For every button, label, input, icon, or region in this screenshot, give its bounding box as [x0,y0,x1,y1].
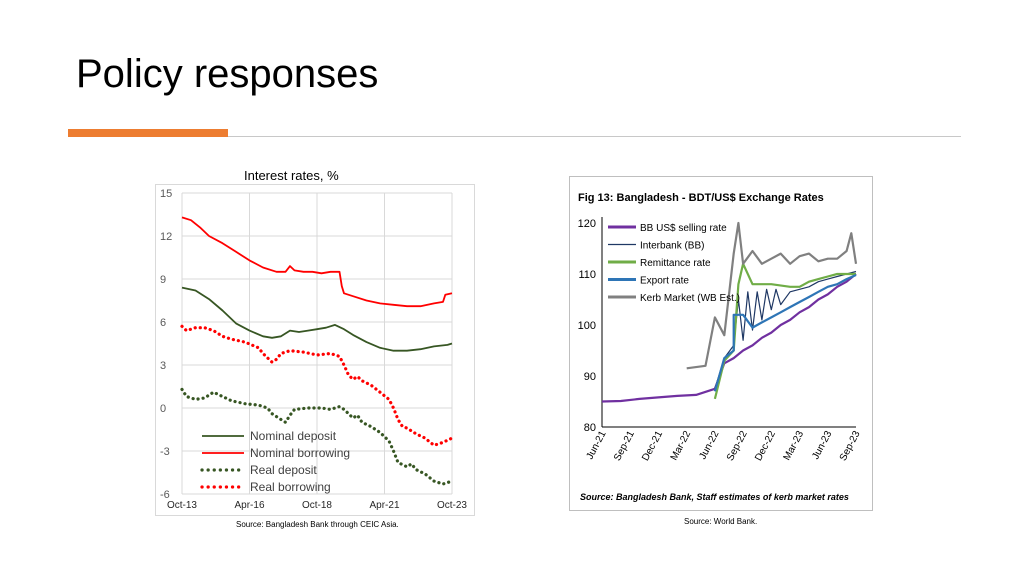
legend-label-nominal-deposit: Nominal deposit [250,429,337,443]
x-tick-label: Sep-22 [725,429,750,463]
series-line-remittance-rate [713,262,856,400]
legend-label-real-deposit: Real deposit [250,463,317,477]
legend-label-interbank-bb: Interbank (BB) [640,241,704,252]
y-tick-label: -3 [160,446,170,458]
y-tick-label: 12 [160,231,172,243]
y-tick-label: 100 [578,320,596,332]
x-tick-label: Apr-16 [234,500,264,511]
exchange-chart-svg: Fig 13: Bangladesh - BDT/US$ Exchange Ra… [578,192,863,502]
slide-title: Policy responses [76,52,379,96]
y-tick-label: 9 [160,274,166,286]
x-tick-label: Oct-23 [437,500,467,511]
exchange-chart-title: Fig 13: Bangladesh - BDT/US$ Exchange Ra… [578,192,824,204]
exchange-chart-source: Source: World Bank. [684,517,758,526]
x-tick-label: Sep-21 [612,429,637,463]
x-tick-label: Oct-18 [302,500,332,511]
x-tick-label: Mar-22 [669,429,694,463]
y-tick-label: 90 [584,371,596,383]
x-tick-label: Mar-23 [782,429,807,463]
interest-chart-title: Interest rates, % [244,168,339,183]
y-tick-label: 120 [578,218,596,230]
x-tick-label: Jun-23 [810,429,834,462]
x-tick-label: Sep-23 [838,429,863,463]
x-tick-label: Dec-22 [753,429,778,463]
y-tick-label: 110 [578,269,596,281]
legend-label-remittance-rate: Remittance rate [640,258,711,269]
y-tick-label: 15 [160,188,172,200]
y-tick-label: 0 [160,403,166,415]
x-tick-label: Apr-21 [369,500,399,511]
series-line-nominal-deposit [181,286,453,352]
exchange-chart-note: Source: Bangladesh Bank, Staff estimates… [580,492,849,502]
title-accent-bar [68,129,228,137]
series-line-kerb-market-wb-est [686,221,858,370]
x-tick-label: Jun-22 [697,429,721,462]
exchange-chart: Fig 13: Bangladesh - BDT/US$ Exchange Ra… [569,176,873,511]
y-tick-label: 6 [160,317,166,329]
series-line-export-rate [713,273,857,392]
series-line-bb-us-selling-rate [601,273,857,403]
legend-label-export-rate: Export rate [640,276,689,287]
series-line-real-borrowing [180,324,454,447]
title-underline [68,136,961,137]
legend-label-real-borrowing: Real borrowing [250,480,331,494]
series-line-nominal-borrowing [181,216,453,308]
legend-label-nominal-borrowing: Nominal borrowing [250,446,350,460]
x-tick-label: Dec-21 [640,429,665,463]
y-tick-label: 80 [584,422,596,434]
interest-chart: 15 12 9 6 3 0 -3 -6 Oct-13 Apr-16 Oct-18 Apr-21 Oct-… [155,184,475,516]
interest-chart-source: Source: Bangladesh Bank through CEIC Asi… [236,520,399,529]
y-tick-label: 3 [160,360,166,372]
x-tick-label: Oct-13 [167,500,197,511]
series-line-real-deposit [180,387,454,486]
y-tick-label: -6 [160,489,170,501]
legend-label-kerb-market-wb-est: Kerb Market (WB Est.) [640,293,740,304]
legend-label-bb-us-selling-rate: BB US$ selling rate [640,223,727,234]
series-line-interbank-bb [714,270,857,389]
